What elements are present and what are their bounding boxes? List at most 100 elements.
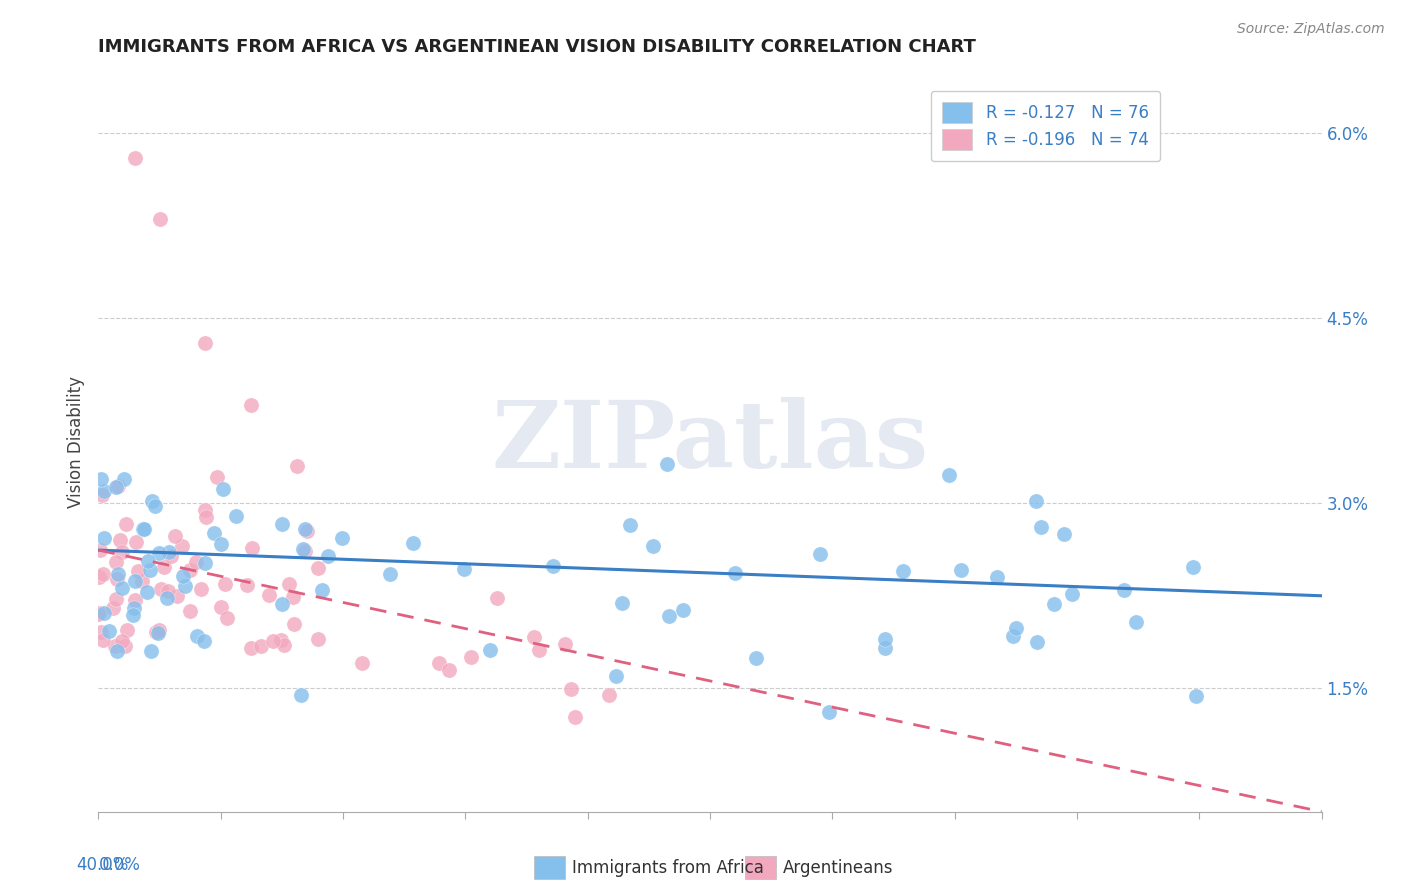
Point: [111, 545, 134, 559]
Point: [91, 488, 114, 502]
Point: [311, 582, 333, 597]
Point: [240, 640, 263, 655]
Point: [193, 634, 215, 648]
Point: [87, 606, 110, 620]
Point: [523, 631, 546, 645]
Point: [87, 607, 110, 621]
Point: [273, 638, 295, 652]
Point: [193, 556, 215, 570]
Point: [127, 564, 149, 578]
Point: [115, 623, 138, 637]
Point: [1029, 519, 1052, 533]
Point: [672, 603, 695, 617]
Point: [564, 710, 586, 724]
Point: [271, 597, 294, 611]
Point: [91, 566, 114, 581]
Point: [150, 582, 173, 597]
Point: [294, 522, 316, 536]
Point: [460, 650, 482, 665]
Point: [541, 558, 564, 573]
Point: [148, 546, 170, 560]
Point: [295, 524, 318, 539]
Point: [270, 632, 292, 647]
Point: [194, 510, 217, 524]
Point: [104, 592, 127, 607]
Point: [108, 533, 131, 547]
Point: [283, 591, 305, 605]
Point: [105, 572, 128, 586]
Point: [402, 535, 425, 549]
Point: [91, 632, 114, 647]
Point: [619, 518, 641, 533]
Point: [655, 457, 678, 471]
Point: [194, 502, 217, 516]
Point: [262, 634, 284, 648]
Point: [111, 582, 134, 596]
Point: [103, 601, 125, 615]
Point: [249, 639, 271, 653]
Point: [1001, 628, 1024, 642]
Point: [124, 151, 146, 165]
Point: [1053, 527, 1076, 541]
Point: [131, 574, 153, 588]
Point: [172, 539, 194, 553]
Point: [98, 624, 121, 638]
Point: [122, 607, 145, 622]
Text: IMMIGRANTS FROM AFRICA VS ARGENTINEAN VISION DISABILITY CORRELATION CHART: IMMIGRANTS FROM AFRICA VS ARGENTINEAN VI…: [98, 38, 976, 56]
Y-axis label: Vision Disability: Vision Disability: [66, 376, 84, 508]
Point: [1185, 690, 1208, 704]
Point: [135, 584, 157, 599]
Point: [1182, 560, 1205, 574]
Point: [330, 531, 353, 545]
Point: [156, 591, 179, 605]
Point: [160, 549, 183, 563]
Point: [479, 643, 502, 657]
Point: [148, 623, 170, 637]
Point: [891, 564, 914, 578]
Point: [240, 398, 263, 412]
Point: [554, 637, 576, 651]
Point: [240, 541, 263, 556]
Point: [152, 559, 174, 574]
Point: [350, 657, 373, 671]
Text: Source: ZipAtlas.com: Source: ZipAtlas.com: [1237, 22, 1385, 37]
Point: [107, 479, 129, 493]
Point: [938, 468, 960, 483]
Point: [560, 681, 582, 696]
Point: [225, 508, 247, 523]
Point: [202, 525, 225, 540]
Point: [93, 531, 115, 545]
Point: [131, 522, 153, 536]
Point: [114, 639, 136, 653]
Point: [141, 493, 163, 508]
Point: [986, 570, 1008, 584]
Point: [212, 482, 235, 496]
Point: [808, 547, 831, 561]
Point: [875, 632, 897, 646]
Point: [641, 540, 664, 554]
Point: [112, 471, 135, 485]
Point: [209, 599, 232, 614]
Point: [257, 587, 280, 601]
Point: [598, 688, 620, 702]
Point: [236, 578, 259, 592]
Point: [105, 644, 128, 658]
Point: [1025, 635, 1047, 649]
Text: 0.0%: 0.0%: [98, 856, 141, 874]
Point: [90, 624, 112, 639]
Legend: R = -0.127   N = 76, R = -0.196   N = 74: R = -0.127 N = 76, R = -0.196 N = 74: [931, 91, 1160, 161]
Point: [87, 570, 110, 584]
Point: [1060, 587, 1083, 601]
Point: [136, 554, 159, 568]
Point: [1025, 494, 1047, 508]
Point: [817, 706, 839, 720]
Point: [146, 626, 169, 640]
Point: [270, 516, 292, 531]
Point: [427, 656, 450, 670]
Point: [290, 688, 312, 702]
Point: [107, 566, 129, 581]
Point: [174, 579, 197, 593]
Point: [90, 472, 112, 486]
Point: [215, 611, 238, 625]
Point: [93, 483, 115, 498]
